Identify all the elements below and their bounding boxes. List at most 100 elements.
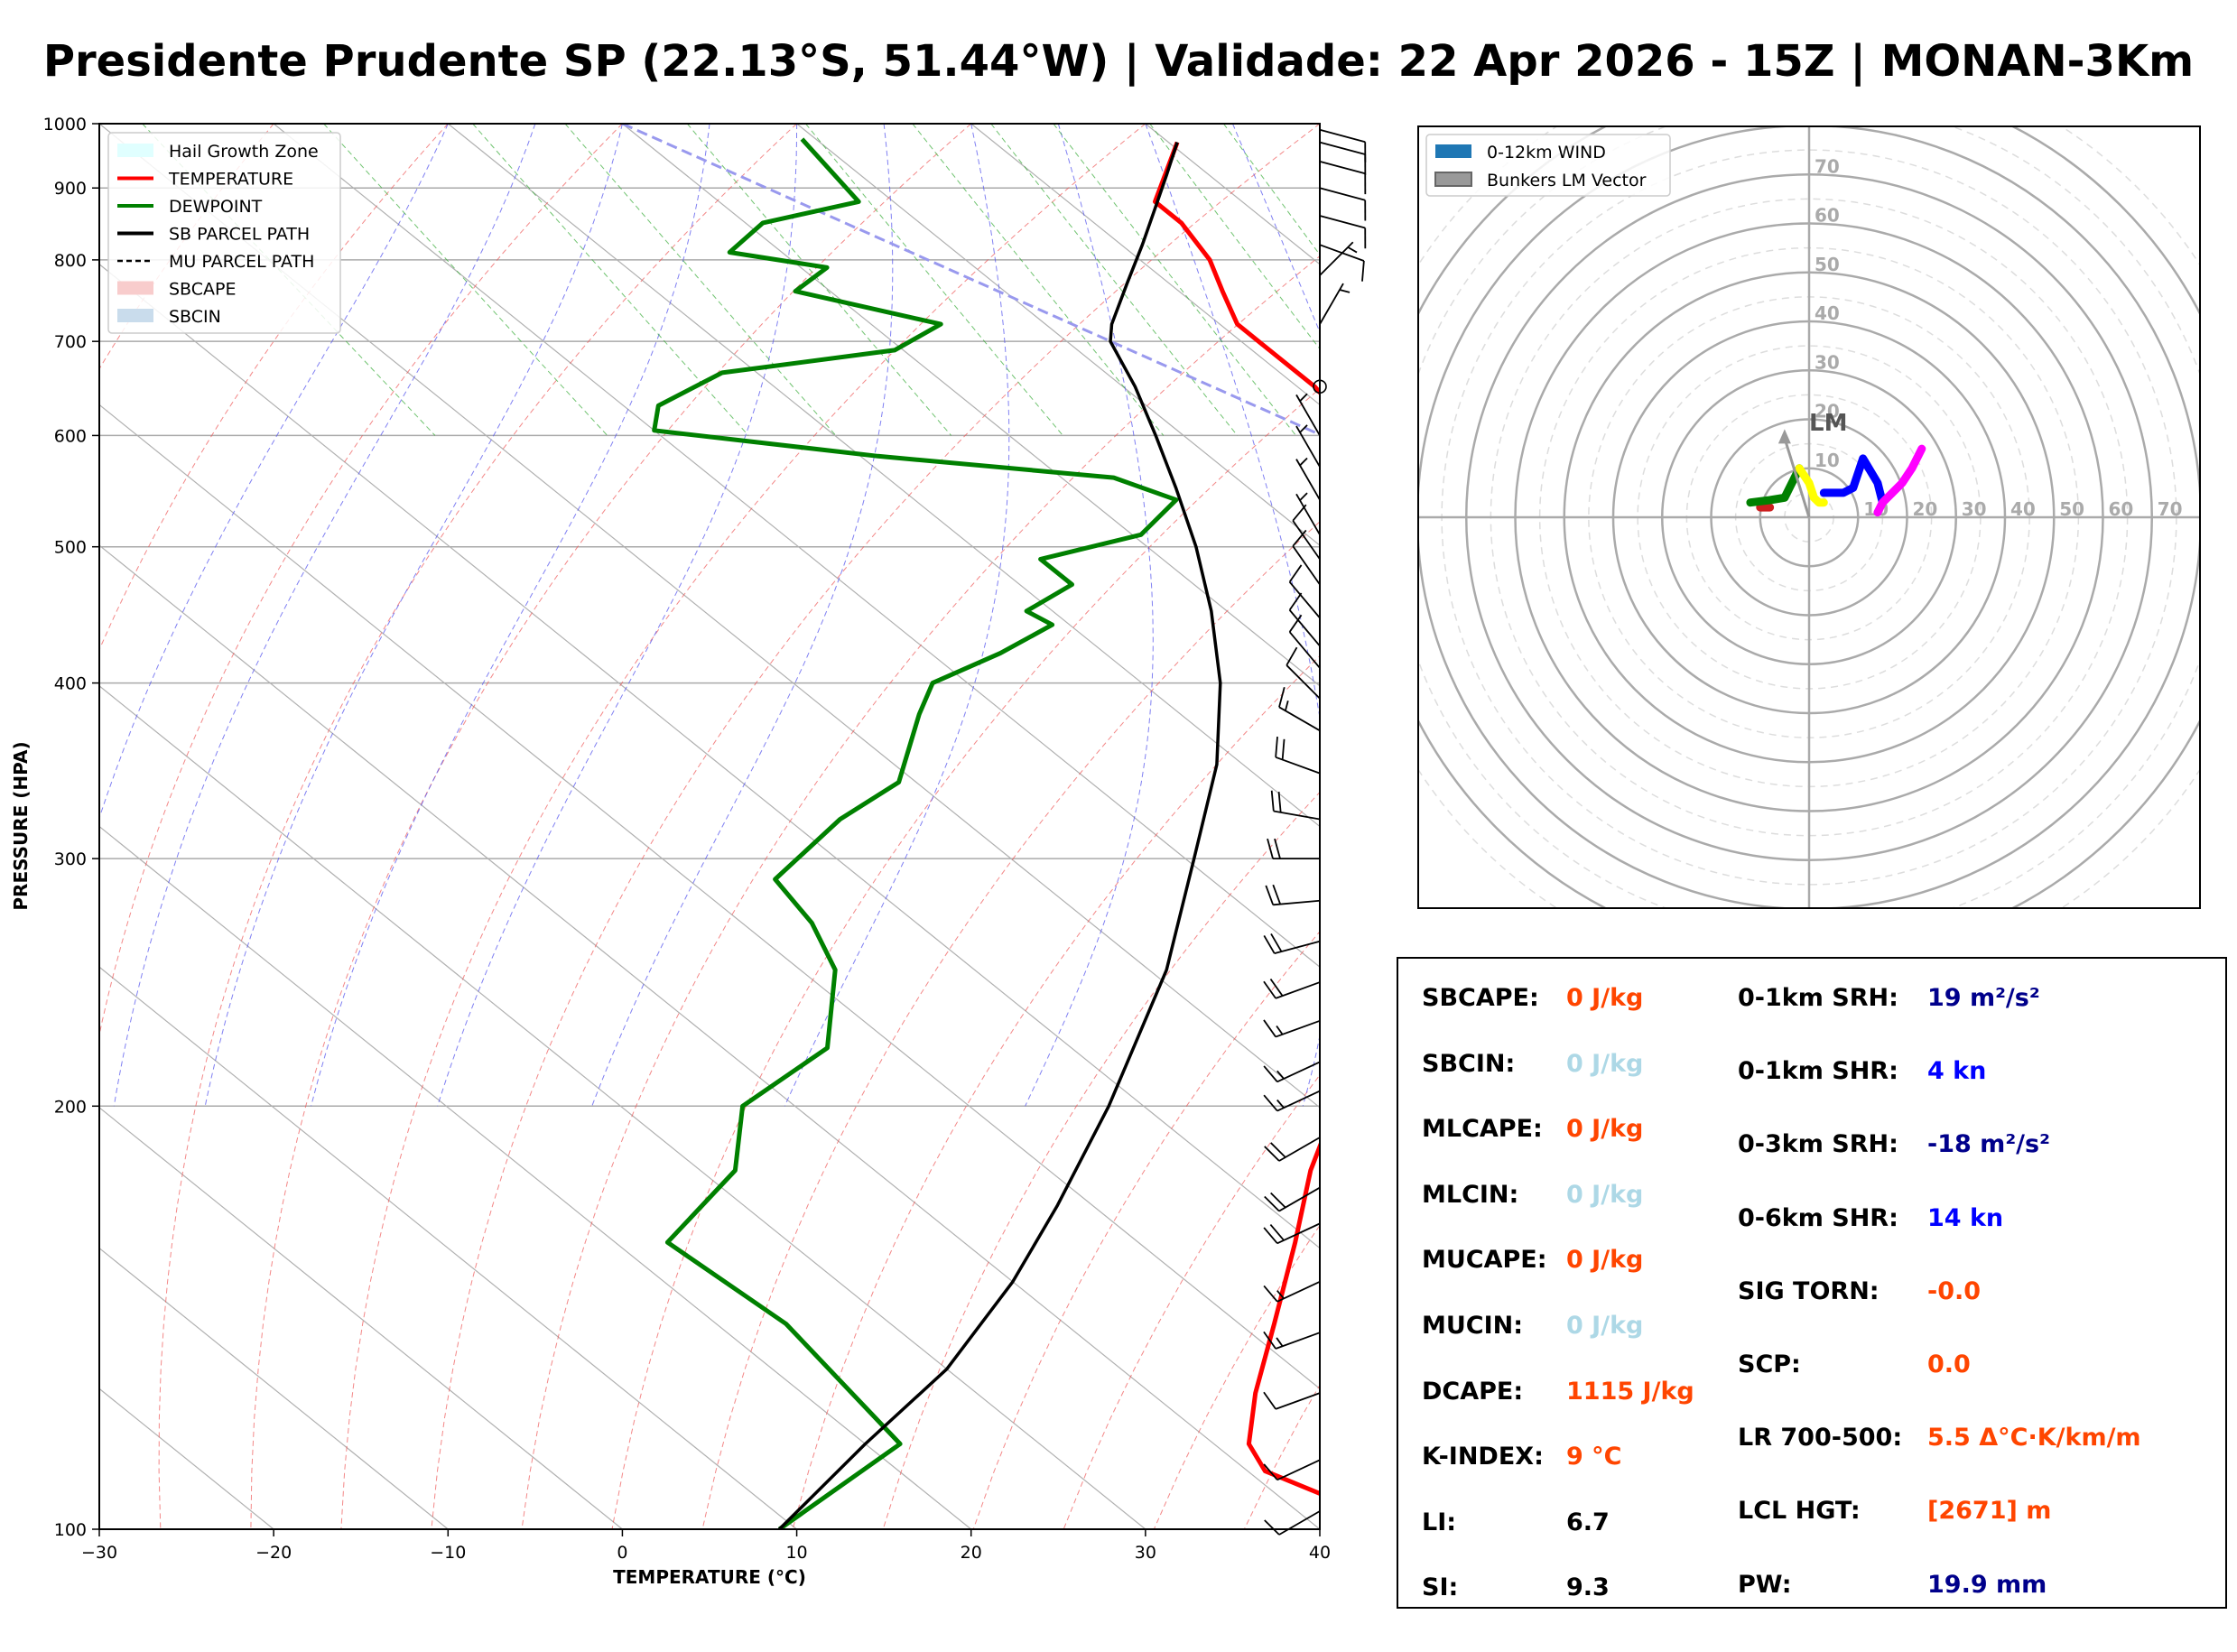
y-tick-label: 900	[54, 179, 87, 199]
wind-barb	[1267, 838, 1320, 860]
barb-flag	[1264, 1519, 1280, 1536]
index-label: 0-3km SRH:	[1738, 1130, 1898, 1159]
barb-half-flag	[1299, 424, 1308, 433]
x-tick-label: 0	[617, 1543, 627, 1563]
hodo-ring-label: 40	[1815, 302, 1840, 324]
legend-label: SBCAPE	[169, 280, 237, 300]
wind-barb	[1288, 614, 1321, 669]
hodograph-frame	[1417, 125, 2201, 909]
legend-label: SB PARCEL PATH	[169, 225, 310, 245]
sb-parcel-path-line	[778, 142, 1222, 1529]
barb-flag	[1269, 978, 1284, 997]
barb-flag	[1270, 1142, 1286, 1158]
dry-adiabat	[99, 124, 449, 651]
barb-flag	[1264, 1195, 1280, 1212]
wind-barb	[1288, 592, 1321, 647]
barb-staff	[1275, 981, 1321, 999]
moist-adiabat	[99, 124, 449, 820]
hodograph-legend: 0-12km WIND Bunkers LM Vector	[1425, 134, 1671, 197]
index-value: 14 kn	[1927, 1203, 2004, 1232]
index-value: 0 J/kg	[1566, 1246, 1644, 1275]
barb-staff	[1295, 493, 1321, 535]
wind-barb	[1319, 160, 1367, 195]
barb-staff	[1319, 160, 1366, 175]
isotherm	[447, 124, 1320, 828]
barb-staff	[1295, 425, 1321, 468]
wind-barb	[1319, 283, 1351, 325]
wind-barb	[1263, 933, 1321, 955]
wind-barb	[1313, 379, 1327, 394]
barb-half-flag	[1276, 1290, 1285, 1300]
barb-staff	[1276, 1061, 1321, 1083]
index-value: 1115 J/kg	[1566, 1377, 1694, 1406]
barb-staff	[1319, 283, 1344, 325]
barb-staff	[1275, 1332, 1321, 1350]
wind-barb	[1263, 1090, 1321, 1112]
barb-staff	[1288, 581, 1321, 619]
moist-adiabat	[1025, 124, 1154, 1107]
index-value: 0 J/kg	[1566, 1049, 1644, 1078]
wind-barb	[1264, 1186, 1321, 1212]
index-label: K-INDEX:	[1422, 1443, 1544, 1471]
barb-flag	[1263, 1463, 1278, 1480]
index-value: 19 m²/s²	[1927, 984, 2040, 1012]
hodo-segment	[1873, 444, 1926, 517]
barb-half-flag	[1347, 246, 1358, 254]
index-label: 0-1km SHR:	[1738, 1057, 1898, 1086]
index-value: 0 J/kg	[1566, 1312, 1644, 1340]
legend-label: DEWPOINT	[169, 197, 263, 217]
index-label: 0-6km SHR:	[1738, 1203, 1898, 1232]
barb-staff	[1273, 810, 1321, 821]
barb-flag	[1270, 1192, 1286, 1209]
skewt-x-label: TEMPERATURE (°C)	[613, 1566, 806, 1588]
barb-flag	[1263, 935, 1276, 954]
wind-barb	[1292, 529, 1321, 586]
barb-flag	[1264, 1146, 1280, 1162]
index-value: 0 J/kg	[1566, 1180, 1644, 1209]
mixing-ratio-line	[990, 124, 1238, 436]
moist-adiabat	[1145, 124, 1320, 1107]
isotherm	[99, 966, 797, 1529]
hodo-ring-label: 20	[1913, 498, 1938, 520]
index-value: 0 J/kg	[1566, 1115, 1644, 1144]
barb-flag	[1288, 614, 1303, 633]
wind-barb	[1295, 457, 1321, 501]
hodo-segment	[1746, 464, 1804, 507]
barb-flag	[1263, 980, 1276, 999]
barb-staff	[1274, 940, 1321, 955]
dry-adiabat	[250, 124, 972, 1529]
hodo-ring-label: 30	[1962, 498, 1987, 520]
x-tick-label: −20	[255, 1543, 292, 1563]
hodo-ring-label: 60	[2109, 498, 2134, 520]
index-label: PW:	[1738, 1570, 1792, 1599]
barb-staff	[1276, 1281, 1321, 1303]
isotherm	[99, 124, 1320, 1109]
wind-barb	[1295, 492, 1321, 535]
isotherm	[99, 685, 1146, 1529]
wind-barb	[1264, 1510, 1321, 1536]
barb-staff	[1278, 1510, 1321, 1536]
index-value: 9 °C	[1566, 1443, 1622, 1471]
mixing-ratio-line	[805, 124, 1063, 436]
x-tick-label: 40	[1309, 1543, 1331, 1563]
barb-half-flag	[1276, 1099, 1285, 1109]
y-tick-label: 100	[54, 1520, 87, 1540]
wind-barb	[1264, 1137, 1321, 1162]
wind-barb	[1270, 790, 1321, 821]
barb-flag	[1286, 646, 1298, 666]
barb-staff	[1319, 215, 1366, 229]
barb-staff	[1319, 187, 1366, 201]
hodo-legend-label: 0-12km WIND	[1487, 143, 1606, 162]
wind-barb	[1286, 646, 1321, 700]
y-tick-label: 700	[54, 332, 87, 352]
barb-flag	[1270, 790, 1275, 812]
barb-staff	[1319, 141, 1366, 155]
barb-staff	[1273, 899, 1321, 906]
isotherm	[970, 124, 1320, 406]
barb-staff	[1278, 1137, 1321, 1162]
wind-barb	[1319, 241, 1358, 276]
barb-staff	[1288, 631, 1321, 669]
barb-flag	[1263, 1065, 1278, 1082]
moist-adiabat	[1231, 124, 1320, 334]
dry-adiabat	[611, 387, 1320, 1529]
